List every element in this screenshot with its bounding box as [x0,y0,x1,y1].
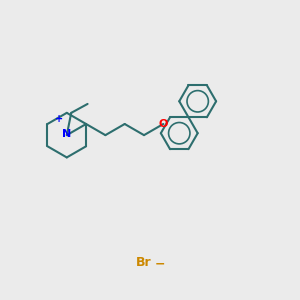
Text: O: O [159,119,168,129]
Text: −: − [155,258,166,271]
Text: N: N [62,129,71,139]
Text: Br: Br [136,256,152,269]
Text: +: + [55,114,63,124]
